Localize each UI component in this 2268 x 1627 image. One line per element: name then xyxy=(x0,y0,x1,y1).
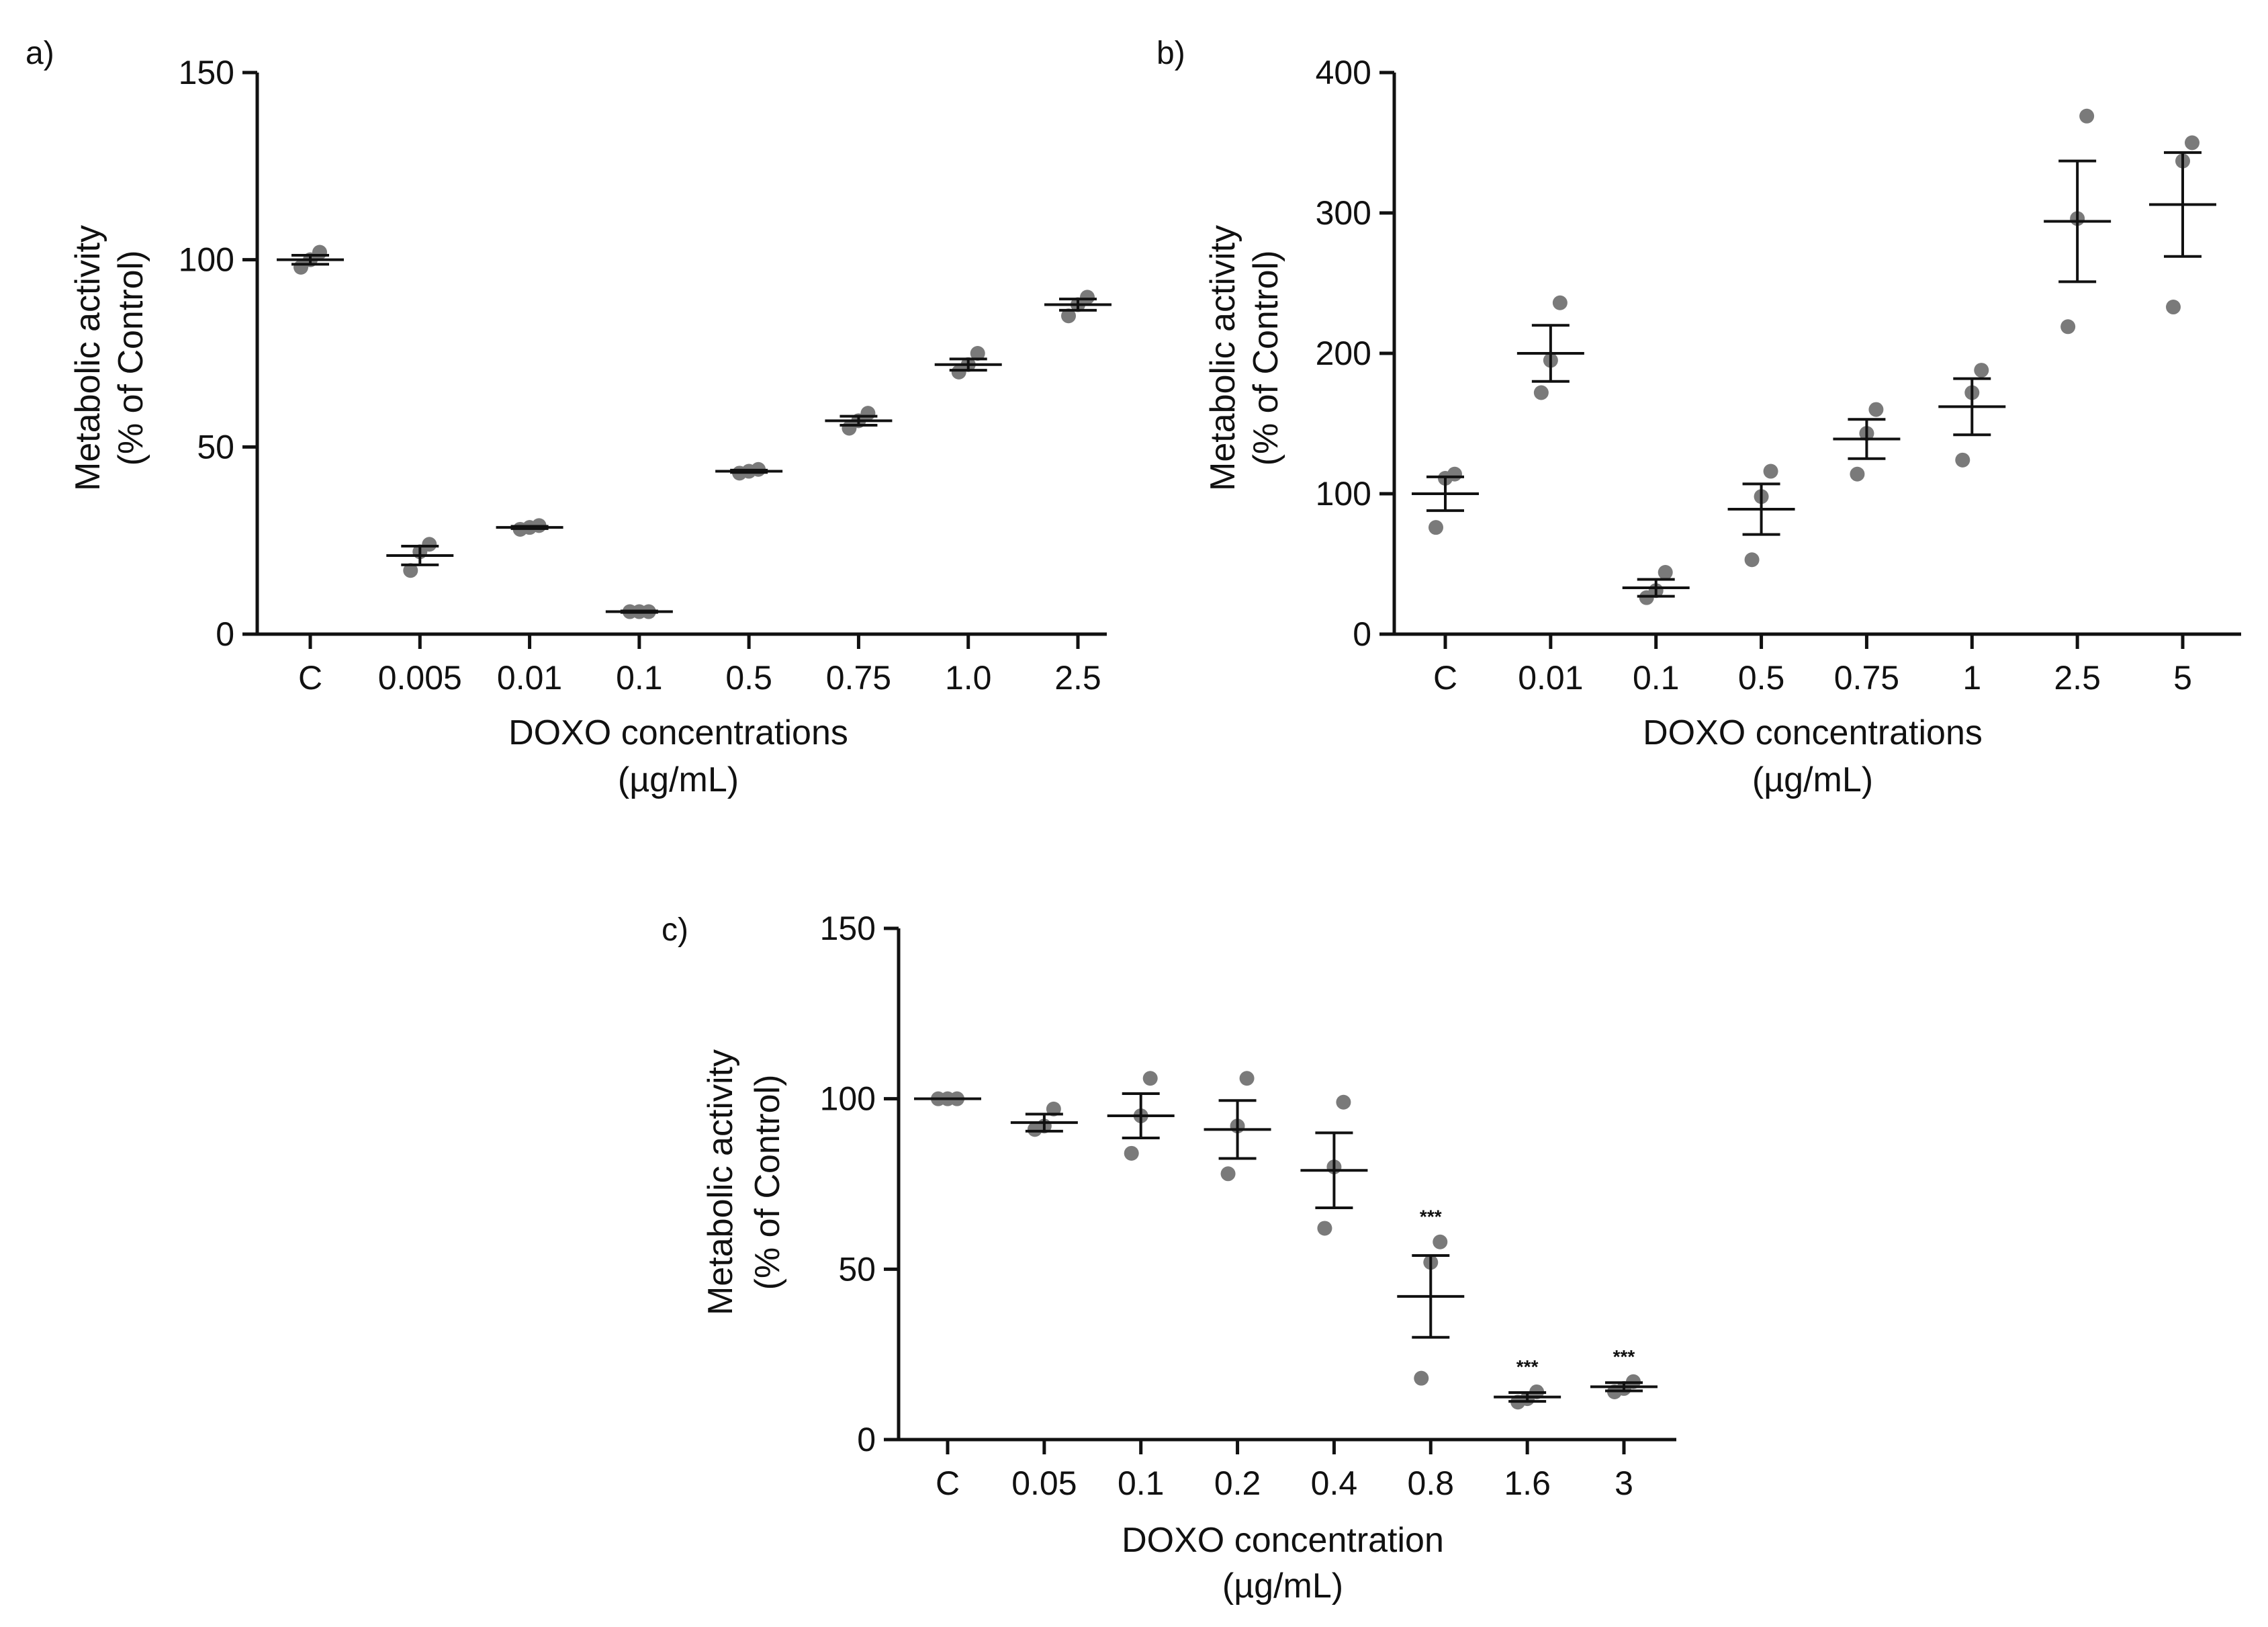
x-tick-label: 0.8 xyxy=(1408,1464,1455,1502)
panel-c: c) Metabolic activity (% of Control) DOX… xyxy=(662,910,1676,1606)
data-point xyxy=(1850,466,1865,482)
y-tick-label: 400 xyxy=(1316,54,1371,91)
data-point xyxy=(1433,1234,1448,1249)
panel-label: b) xyxy=(1156,36,1185,71)
data-point xyxy=(2166,300,2181,315)
x-tick-label: 0.1 xyxy=(616,659,663,697)
x-tick-label: 0.2 xyxy=(1214,1464,1261,1502)
x-tick-label: 0.5 xyxy=(1738,659,1785,697)
data-point xyxy=(1428,520,1443,535)
y-tick-label: 0 xyxy=(216,615,234,653)
x-tick-label: 2.5 xyxy=(2054,659,2101,697)
significance-mark: *** xyxy=(1613,1346,1635,1367)
y-axis-title-line2: (% of Control) xyxy=(111,251,150,466)
y-tick-label: 300 xyxy=(1316,194,1371,232)
data-point xyxy=(403,563,418,578)
y-axis-title-line1: Metabolic activity xyxy=(701,1049,740,1315)
data-point xyxy=(1239,1071,1255,1086)
y-tick-label: 50 xyxy=(838,1250,876,1288)
x-tick-label: 0.005 xyxy=(378,659,462,697)
significance-mark: *** xyxy=(1420,1206,1442,1227)
x-tick-label: 0.75 xyxy=(1834,659,1899,697)
x-tick-label: C xyxy=(298,659,322,697)
y-tick-label: 100 xyxy=(179,241,234,279)
plot-area: 0 100 200 300 400 C 0.01 0.1 0.5 0.75 1 2.5 5 xyxy=(1316,54,2241,697)
data-point xyxy=(1142,1071,1158,1086)
data-point xyxy=(970,346,985,361)
plot-area: 0 50 100 150 C 0.005 0.01 0.1 0.5 0.75 1.0 2.5 xyxy=(179,54,1112,697)
data-point xyxy=(1080,290,1095,305)
x-tick-label: 1.0 xyxy=(945,659,992,697)
x-tick-label: C xyxy=(936,1464,960,1502)
data-point xyxy=(1317,1221,1332,1236)
data-point xyxy=(1061,308,1076,324)
y-tick-label: 0 xyxy=(1353,615,1371,653)
y-axis-title-line1: Metabolic activity xyxy=(1204,225,1242,491)
panel-label: a) xyxy=(26,36,54,71)
data-point xyxy=(1763,464,1778,479)
y-tick-label: 150 xyxy=(820,910,876,947)
data-point xyxy=(1552,295,1568,310)
panel-label: c) xyxy=(662,912,688,948)
data-point xyxy=(1974,363,1989,378)
x-tick-label: 0.4 xyxy=(1311,1464,1358,1502)
significance-mark: *** xyxy=(1516,1356,1539,1377)
data-point xyxy=(1414,1370,1429,1386)
data-point xyxy=(1336,1094,1351,1110)
data-point xyxy=(1046,1101,1061,1116)
x-axis-title-line1: DOXO concentrations xyxy=(1643,713,1983,752)
plot-area: 0 50 100 150 C 0.05 0.1 0.2 0.4 0.8 1.6 3 *** *** *** xyxy=(820,910,1676,1502)
data-point xyxy=(1744,552,1760,568)
data-point xyxy=(1658,565,1673,580)
data-point xyxy=(2185,135,2199,150)
data-point xyxy=(1447,466,1462,482)
y-tick-label: 0 xyxy=(857,1421,876,1458)
data-point xyxy=(312,245,327,260)
x-tick-label: 0.1 xyxy=(1118,1464,1165,1502)
data-point xyxy=(422,537,437,552)
x-tick-label: 0.05 xyxy=(1011,1464,1077,1502)
x-tick-label: 1 xyxy=(1962,659,1981,697)
x-tick-label: 0.1 xyxy=(1633,659,1680,697)
x-tick-label: 0.01 xyxy=(497,659,562,697)
x-tick-label: 2.5 xyxy=(1054,659,1101,697)
y-tick-label: 100 xyxy=(1316,475,1371,513)
y-tick-label: 100 xyxy=(820,1080,876,1118)
x-axis-title-line1: DOXO concentrations xyxy=(508,713,848,752)
x-tick-label: 0.01 xyxy=(1518,659,1583,697)
y-tick-label: 200 xyxy=(1316,335,1371,372)
x-tick-label: 3 xyxy=(1615,1464,1633,1502)
data-point xyxy=(1220,1166,1236,1182)
x-tick-label: 0.5 xyxy=(725,659,772,697)
x-axis-title-line2: (µg/mL) xyxy=(1752,760,1873,799)
data-point xyxy=(2060,319,2076,335)
x-tick-label: C xyxy=(1433,659,1457,697)
x-axis-title-line1: DOXO concentration xyxy=(1122,1521,1444,1560)
x-tick-label: 5 xyxy=(2173,659,2192,697)
x-axis-title-line2: (µg/mL) xyxy=(1222,1567,1343,1606)
y-tick-label: 150 xyxy=(179,54,234,91)
data-point xyxy=(1955,452,1970,468)
x-tick-label: 1.6 xyxy=(1504,1464,1551,1502)
x-tick-label: 0.75 xyxy=(826,659,891,697)
data-point xyxy=(1533,385,1549,400)
y-axis-title-line1: Metabolic activity xyxy=(69,225,107,491)
x-axis-title-line2: (µg/mL) xyxy=(618,760,739,799)
data-point xyxy=(1868,402,1884,417)
y-axis-title-line2: (% of Control) xyxy=(748,1075,787,1290)
y-axis-title-line2: (% of Control) xyxy=(1246,251,1285,466)
panel-a: a) Metabolic activity (% of Control) DOX… xyxy=(26,36,1112,799)
y-tick-label: 50 xyxy=(197,428,234,466)
data-point xyxy=(860,406,876,421)
data-point xyxy=(1124,1145,1139,1161)
data-point xyxy=(2079,108,2095,124)
panel-b: b) Metabolic activity (% of Control) DOX… xyxy=(1156,36,2241,799)
